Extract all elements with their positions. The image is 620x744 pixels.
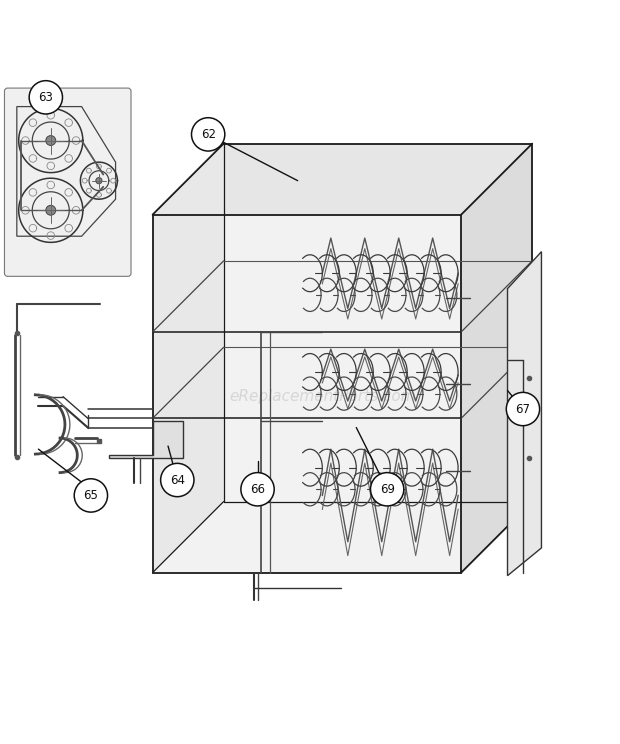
Circle shape <box>241 472 274 506</box>
Text: 69: 69 <box>379 483 395 496</box>
Text: 66: 66 <box>250 483 265 496</box>
Circle shape <box>192 118 225 151</box>
Polygon shape <box>153 144 224 573</box>
Text: 64: 64 <box>170 473 185 487</box>
Circle shape <box>46 135 56 146</box>
Text: eReplacementParts.com: eReplacementParts.com <box>229 389 415 404</box>
Circle shape <box>507 392 539 426</box>
Polygon shape <box>153 144 532 214</box>
Circle shape <box>96 178 102 184</box>
Circle shape <box>74 479 107 512</box>
Text: 63: 63 <box>38 91 53 104</box>
Text: 62: 62 <box>201 128 216 141</box>
Text: 65: 65 <box>84 489 99 502</box>
Circle shape <box>161 464 194 497</box>
Circle shape <box>29 80 63 114</box>
Polygon shape <box>153 214 461 573</box>
Polygon shape <box>109 421 184 458</box>
Polygon shape <box>461 144 532 573</box>
Circle shape <box>46 205 56 215</box>
Circle shape <box>371 472 404 506</box>
FancyBboxPatch shape <box>4 88 131 276</box>
Text: 67: 67 <box>515 403 531 416</box>
Polygon shape <box>508 251 541 576</box>
